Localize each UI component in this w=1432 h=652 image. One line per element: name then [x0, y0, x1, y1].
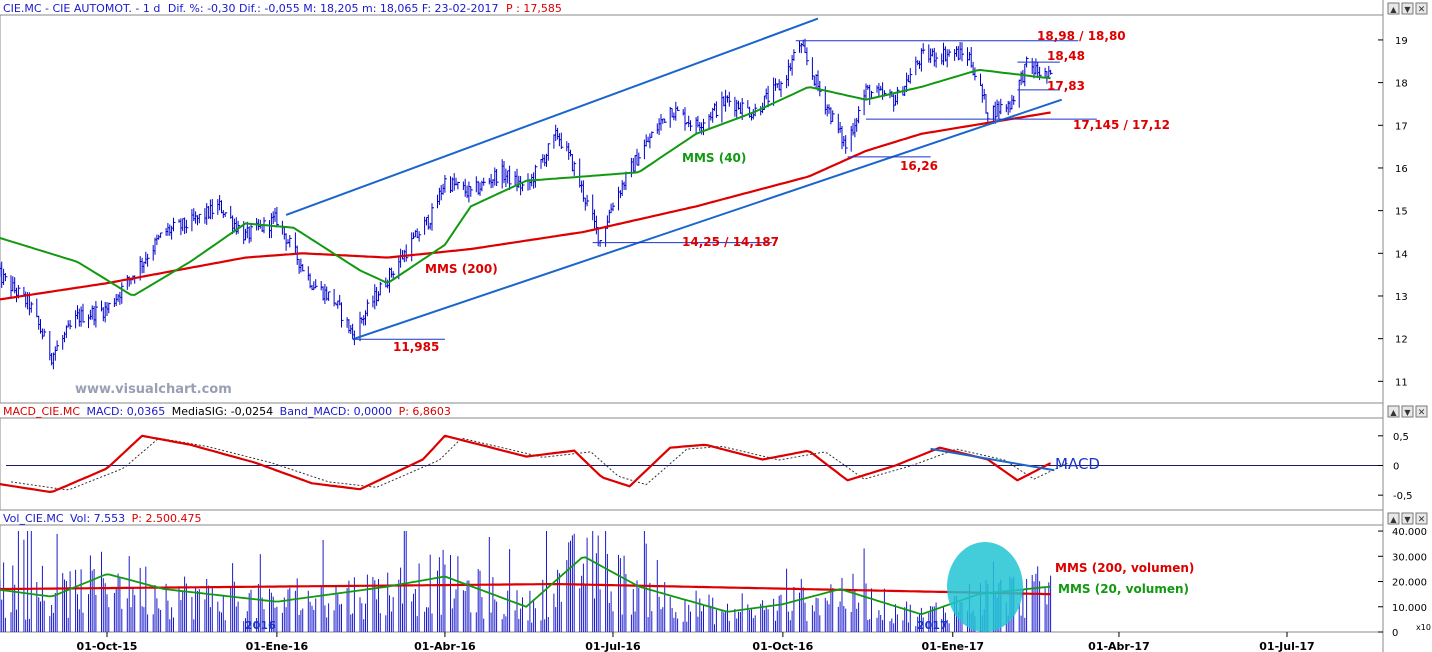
year-2017: 2017 [917, 619, 948, 632]
price-layer [0, 17, 1097, 370]
label-14-25: 14,25 / 14,187 [682, 235, 779, 249]
price-tick-label: 15 [1395, 207, 1408, 218]
macd-layer [0, 434, 1383, 493]
close-icon[interactable]: ✕ [1418, 515, 1426, 525]
price-header: CIE.MC - CIE AUTOMOT. - 1 d Dif. %: -0,3… [3, 2, 562, 15]
x-tick-label: 01-Ene-17 [921, 640, 984, 652]
label-vol-mms20: MMS (20, volumen) [1058, 582, 1189, 596]
macd-trendline [930, 447, 1055, 472]
restore-icon[interactable]: ▼ [1404, 408, 1411, 417]
mms40-line [0, 69, 1051, 296]
price-panel [0, 14, 1384, 404]
label-mms200: MMS (200) [425, 262, 498, 276]
label-macd: MACD [1055, 455, 1100, 473]
label-16-26: 16,26 [900, 159, 938, 173]
label-18-98: 18,98 / 18,80 [1037, 29, 1126, 43]
volume-layer [0, 531, 1052, 632]
trendline-2 [352, 98, 1063, 341]
macd-line [0, 434, 1052, 493]
volume-header: Vol_CIE.MC Vol: 7.553 P: 2.500.475 [3, 512, 201, 525]
trendline-1 [285, 17, 819, 216]
close-icon[interactable]: ✕ [1418, 5, 1426, 15]
volume-tick-label: 10.000 [1392, 603, 1427, 614]
macd-panel [0, 417, 1384, 511]
volume-tick-label: 0 [1392, 628, 1398, 639]
label-mms40: MMS (40) [682, 151, 746, 165]
macd-tick-label: 0,5 [1393, 432, 1409, 443]
volume-mms200-line [0, 582, 1051, 596]
x-tick-label: 01-Abr-16 [414, 640, 476, 652]
volume-panel [0, 524, 1384, 633]
price-window-controls[interactable]: ▲ ▼ ✕ [1387, 2, 1428, 15]
x-tick-label: 01-Abr-17 [1088, 640, 1150, 652]
price-tick-label: 13 [1395, 292, 1408, 303]
price-tick-label: 11 [1395, 377, 1408, 388]
x-tick-label: 01-Oct-16 [752, 640, 813, 652]
macd-header: MACD_CIE.MC MACD: 0,0365 MediaSIG: -0,02… [3, 405, 451, 418]
price-tick-label: 14 [1395, 249, 1408, 260]
minimize-icon[interactable]: ▲ [1390, 515, 1397, 524]
restore-icon[interactable]: ▼ [1404, 5, 1411, 14]
x-tick-label: 01-Ene-16 [246, 640, 309, 652]
x-tick-label: 01-Oct-15 [77, 640, 138, 652]
price-tick-label: 17 [1395, 121, 1408, 132]
volume-highlight [947, 542, 1023, 632]
restore-icon[interactable]: ▼ [1404, 515, 1411, 524]
label-vol-mms200: MMS (200, volumen) [1055, 561, 1194, 575]
volume-tick-label: 30.000 [1392, 552, 1427, 563]
label-17-145: 17,145 / 17,12 [1073, 118, 1170, 132]
minimize-icon[interactable]: ▲ [1390, 5, 1397, 14]
price-tick-label: 16 [1395, 164, 1408, 175]
watermark: www.visualchart.com [75, 382, 232, 397]
price-tick-label: 19 [1395, 36, 1408, 47]
volume-mms20-line [0, 556, 1051, 616]
minimize-icon[interactable]: ▲ [1390, 408, 1397, 417]
price-tick-label: 12 [1395, 335, 1408, 346]
price-tick-label: 18 [1395, 79, 1408, 90]
macd-window-controls[interactable]: ▲ ▼ ✕ [1387, 405, 1428, 418]
x-tick-label: 01-Jul-17 [1259, 640, 1314, 652]
label-17-83: 17,83 [1047, 79, 1085, 93]
axes-layer: 19 18 17 16 15 14 13 12 11 0,5 0 -0,5 40.000 30.000 20… [77, 36, 1427, 652]
label-11-985: 11,985 [393, 340, 439, 354]
year-2016: 2016 [245, 619, 276, 632]
volume-window-controls[interactable]: ▲ ▼ ✕ [1387, 512, 1428, 525]
volume-scale-label: x10 [1416, 623, 1431, 632]
x-tick-label: 01-Jul-16 [585, 640, 641, 652]
macd-signal-line [10, 437, 1068, 491]
macd-tick-label: -0,5 [1393, 491, 1413, 502]
label-18-48: 18,48 [1047, 49, 1085, 63]
volume-tick-label: 40.000 [1392, 527, 1427, 538]
close-icon[interactable]: ✕ [1418, 408, 1426, 418]
macd-tick-label: 0 [1393, 461, 1399, 472]
volume-tick-label: 20.000 [1392, 578, 1427, 589]
mms200-line [0, 111, 1051, 301]
